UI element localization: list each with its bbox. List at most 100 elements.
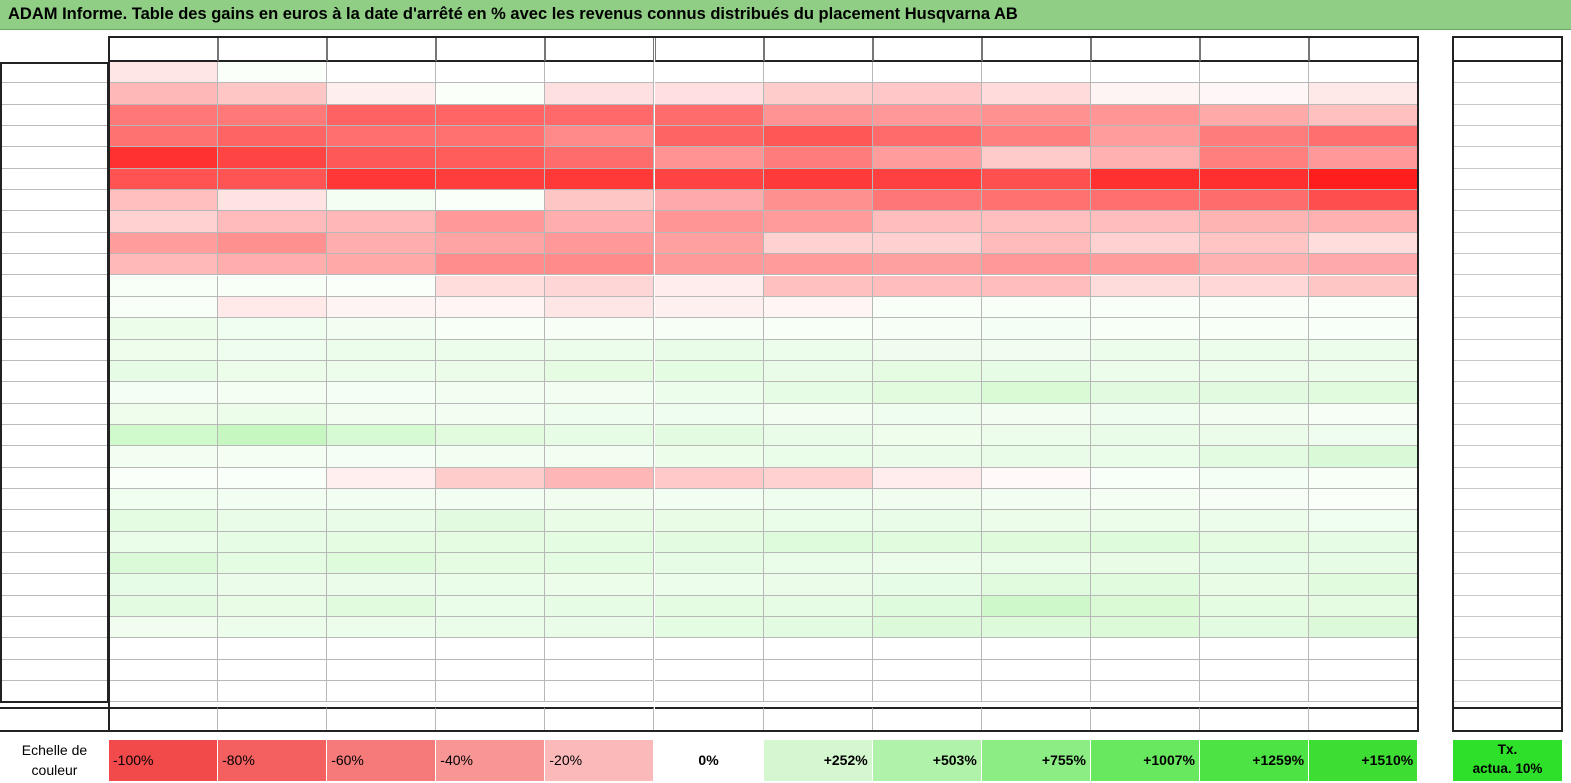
gain-cell <box>545 595 655 618</box>
gain-cell <box>1309 595 1419 618</box>
gain-cell <box>981 424 1091 447</box>
gain-cell <box>327 232 437 255</box>
gain-cell <box>327 360 437 383</box>
gain-cell <box>1090 232 1200 255</box>
gain-cell <box>327 424 437 447</box>
gain-cell <box>763 318 873 340</box>
gain-cell <box>218 254 328 276</box>
gain-cell <box>981 104 1091 127</box>
gain-cell <box>1200 681 1310 703</box>
gain-cell <box>654 659 764 682</box>
gain-cell <box>654 254 764 276</box>
gain-cell <box>1200 467 1310 489</box>
footer-rate-cell <box>1090 707 1200 732</box>
gain-cell <box>327 254 437 276</box>
gain-cell <box>1200 638 1310 660</box>
gain-cell <box>327 83 437 105</box>
gain-cell <box>218 339 328 361</box>
gain-cell <box>1090 296 1200 319</box>
color-scale-swatch: -80% <box>218 740 328 781</box>
gain-cell <box>981 126 1091 148</box>
gain-cell <box>1200 553 1310 575</box>
color-scale-swatch: +503% <box>872 740 982 781</box>
gain-cell <box>981 382 1091 404</box>
gain-cell <box>327 681 437 703</box>
year-label <box>0 382 109 404</box>
gain-cell <box>545 83 655 105</box>
rate-cell <box>1453 489 1562 511</box>
gain-cell <box>981 147 1091 169</box>
gain-cell <box>218 168 328 191</box>
gain-cell <box>1090 275 1200 297</box>
gain-cell <box>872 510 982 532</box>
footer-rate-cell <box>763 707 873 732</box>
gain-cell <box>109 638 219 660</box>
gain-cell <box>654 467 764 489</box>
gain-cell <box>1090 617 1200 639</box>
gain-cell <box>1309 574 1419 596</box>
gain-cell <box>218 147 328 169</box>
gain-cell <box>1309 232 1419 255</box>
gain-cell <box>981 617 1091 639</box>
gain-cell <box>763 211 873 233</box>
gain-cell <box>545 617 655 639</box>
gain-cell <box>1200 296 1310 319</box>
footer-rate-cell <box>1200 707 1310 732</box>
gain-cell <box>218 83 328 105</box>
gain-cell <box>1309 403 1419 425</box>
gain-cell <box>763 574 873 596</box>
month-header-2 <box>218 36 328 62</box>
gain-cell <box>1090 467 1200 489</box>
gain-cell <box>981 232 1091 255</box>
gain-cell <box>218 232 328 255</box>
gain-cell <box>981 638 1091 660</box>
gain-cell <box>1309 681 1419 703</box>
gain-cell <box>1309 446 1419 468</box>
rate-cell <box>1453 105 1562 127</box>
gain-cell <box>763 638 873 660</box>
gain-cell <box>109 83 219 105</box>
gain-cell <box>218 360 328 383</box>
gain-cell <box>981 681 1091 703</box>
gain-cell <box>545 424 655 447</box>
rate-scale-line1: Tx. <box>1497 742 1518 757</box>
gain-cell <box>436 403 546 425</box>
gain-cell <box>1200 489 1310 511</box>
gain-cell <box>109 531 219 554</box>
gain-cell <box>1200 168 1310 191</box>
gain-cell <box>981 296 1091 319</box>
gain-cell <box>327 382 437 404</box>
gain-cell <box>654 360 764 383</box>
gain-cell <box>763 104 873 127</box>
gain-cell <box>218 467 328 489</box>
rate-cell <box>1453 425 1562 447</box>
gain-cell <box>436 553 546 575</box>
gain-cell <box>981 275 1091 297</box>
gain-cell <box>872 339 982 361</box>
gain-cell <box>327 275 437 297</box>
gain-cell <box>545 254 655 276</box>
gain-cell <box>1090 446 1200 468</box>
gain-cell <box>545 360 655 383</box>
gain-cell <box>763 296 873 319</box>
gain-cell <box>327 617 437 639</box>
gain-cell <box>763 553 873 575</box>
gain-cell <box>872 275 982 297</box>
gain-cell <box>109 595 219 618</box>
gain-cell <box>654 168 764 191</box>
gain-cell <box>218 681 328 703</box>
gain-cell <box>109 467 219 489</box>
gain-cell <box>981 553 1091 575</box>
gain-cell <box>763 489 873 511</box>
gain-cell <box>436 681 546 703</box>
gain-cell <box>1200 595 1310 618</box>
gain-cell <box>436 83 546 105</box>
gain-cell <box>1200 531 1310 554</box>
gain-cell <box>109 403 219 425</box>
year-label <box>0 446 109 468</box>
gain-cell <box>763 510 873 532</box>
gain-cell <box>872 296 982 319</box>
color-scale-label-line2: couleur <box>31 762 78 778</box>
gain-cell <box>327 62 437 84</box>
gain-cell <box>545 659 655 682</box>
